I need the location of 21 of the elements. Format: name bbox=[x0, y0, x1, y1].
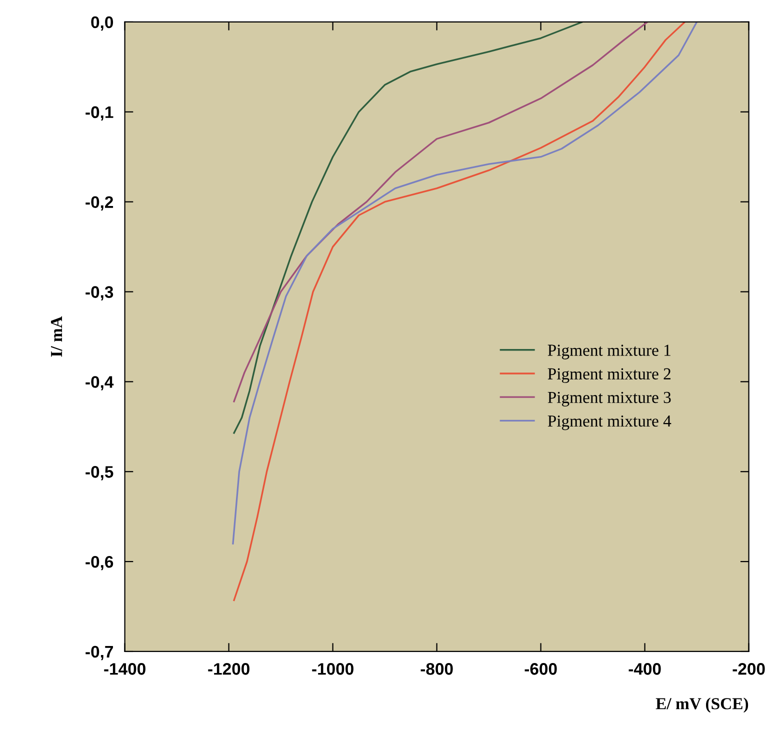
y-tick-label: -0,5 bbox=[86, 466, 114, 480]
y-tick-label: -0,6 bbox=[86, 556, 114, 570]
y-tick-label: -0,3 bbox=[86, 286, 114, 300]
legend-label: Pigment mixture 3 bbox=[548, 392, 671, 407]
y-tick-label: -0,4 bbox=[86, 376, 114, 390]
x-tick-label: -600 bbox=[524, 663, 557, 675]
legend-label: Pigment mixture 2 bbox=[548, 368, 670, 383]
y-tick-label: 0,0 bbox=[91, 16, 114, 31]
x-tick-label: -200 bbox=[732, 663, 765, 675]
x-tick-label: -1200 bbox=[208, 663, 250, 675]
x-axis-title: E/ mV (SCE) bbox=[656, 698, 748, 713]
legend-label: Pigment mixture 1 bbox=[548, 344, 670, 360]
x-tick-label: -1000 bbox=[312, 663, 354, 675]
x-tick-label: -400 bbox=[628, 663, 661, 675]
y-axis-title: I/ mA bbox=[50, 316, 62, 357]
x-tick-label: -800 bbox=[420, 663, 453, 675]
y-tick-label: -0,7 bbox=[86, 646, 113, 660]
x-tick-label: -1400 bbox=[104, 663, 146, 675]
legend-label: Pigment mixture 4 bbox=[548, 415, 672, 430]
y-tick-label: -0,1 bbox=[86, 106, 114, 121]
y-tick-label: -0,2 bbox=[86, 196, 114, 210]
